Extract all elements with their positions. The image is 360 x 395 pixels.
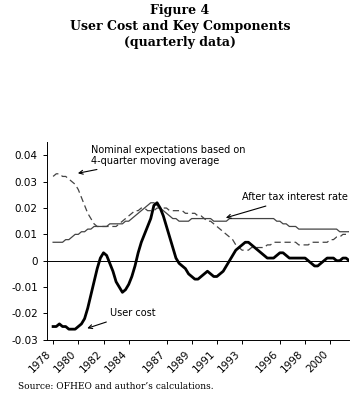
Text: Nominal expectations based on
4-quarter moving average: Nominal expectations based on 4-quarter … (79, 145, 246, 174)
Text: (quarterly data): (quarterly data) (124, 36, 236, 49)
Text: User cost: User cost (89, 308, 156, 329)
Text: After tax interest rate: After tax interest rate (227, 192, 348, 218)
Text: Source: OFHEO and author’s calculations.: Source: OFHEO and author’s calculations. (18, 382, 213, 391)
Text: Figure 4: Figure 4 (150, 4, 210, 17)
Text: User Cost and Key Components: User Cost and Key Components (70, 20, 290, 33)
